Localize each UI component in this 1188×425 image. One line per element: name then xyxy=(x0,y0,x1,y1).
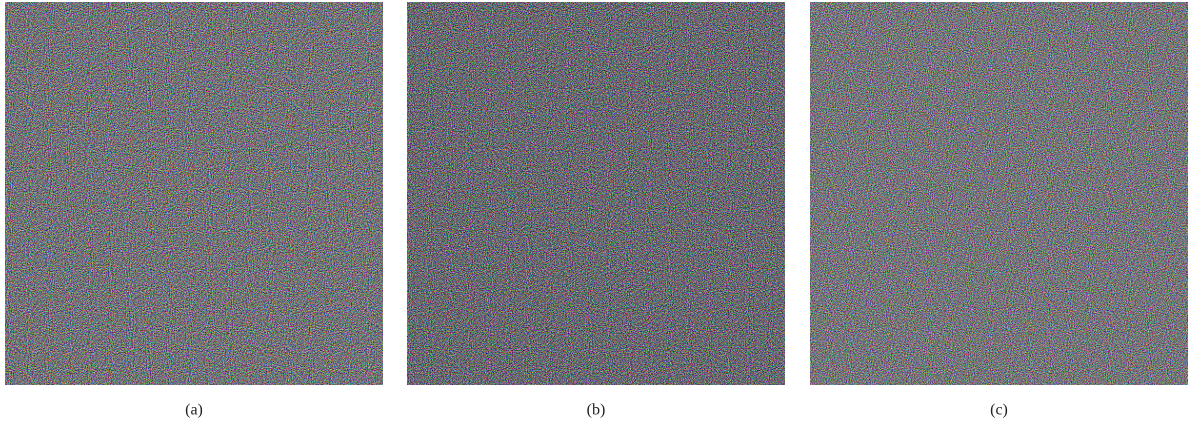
noise-image xyxy=(810,2,1188,385)
panel-a: (a) xyxy=(5,2,383,419)
panel-c: (c) xyxy=(810,2,1188,419)
caption: (c) xyxy=(990,402,1008,419)
noise-image xyxy=(5,2,383,385)
noise-image xyxy=(407,2,785,385)
caption: (a) xyxy=(185,402,203,419)
panel-b: (b) xyxy=(407,2,785,419)
figure: (a) (b) (c) xyxy=(0,0,1188,425)
caption: (b) xyxy=(587,402,606,419)
